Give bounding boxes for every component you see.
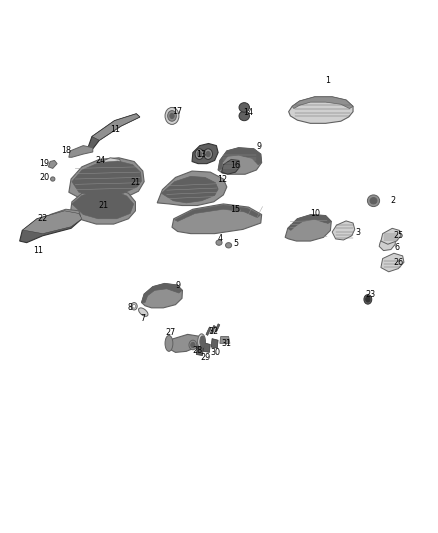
Ellipse shape [133, 304, 136, 308]
Text: 25: 25 [393, 231, 403, 240]
Polygon shape [48, 160, 57, 168]
Polygon shape [206, 327, 211, 335]
Text: 9: 9 [175, 280, 180, 289]
Polygon shape [332, 221, 355, 240]
Ellipse shape [191, 342, 195, 348]
Polygon shape [72, 191, 134, 219]
Polygon shape [92, 114, 140, 140]
Text: 6: 6 [395, 244, 400, 253]
Text: 9: 9 [257, 142, 261, 151]
Text: 10: 10 [310, 209, 320, 218]
Polygon shape [289, 97, 353, 123]
Polygon shape [22, 211, 82, 233]
Ellipse shape [204, 149, 212, 159]
Polygon shape [157, 171, 227, 206]
Ellipse shape [216, 240, 222, 245]
Ellipse shape [239, 103, 250, 112]
Text: 20: 20 [39, 173, 49, 182]
Text: 11: 11 [110, 125, 120, 134]
Text: 22: 22 [38, 214, 48, 223]
Polygon shape [381, 228, 401, 244]
Text: 21: 21 [131, 178, 141, 187]
Ellipse shape [239, 111, 250, 120]
Ellipse shape [197, 151, 201, 157]
Ellipse shape [138, 308, 148, 316]
Text: 7: 7 [140, 314, 145, 323]
Ellipse shape [366, 297, 370, 302]
Polygon shape [218, 148, 261, 174]
Polygon shape [72, 161, 141, 196]
Polygon shape [69, 158, 144, 200]
Text: 3: 3 [356, 228, 361, 237]
Polygon shape [215, 324, 220, 332]
Ellipse shape [195, 149, 204, 159]
Ellipse shape [165, 335, 173, 351]
Polygon shape [288, 215, 331, 230]
Polygon shape [69, 146, 93, 157]
Ellipse shape [198, 334, 205, 350]
Polygon shape [292, 97, 353, 109]
Text: 4: 4 [217, 235, 223, 244]
Polygon shape [172, 204, 261, 233]
Text: 24: 24 [95, 156, 106, 165]
Polygon shape [162, 176, 218, 203]
Text: 11: 11 [33, 246, 43, 255]
Text: 23: 23 [365, 289, 375, 298]
Ellipse shape [131, 303, 137, 310]
Polygon shape [141, 284, 182, 303]
Polygon shape [381, 253, 404, 272]
Text: 26: 26 [393, 258, 403, 266]
Polygon shape [169, 334, 201, 352]
Ellipse shape [370, 198, 377, 204]
Ellipse shape [200, 336, 205, 348]
Polygon shape [210, 325, 215, 334]
Text: 28: 28 [192, 346, 202, 355]
Polygon shape [48, 209, 81, 226]
Text: 31: 31 [222, 339, 232, 348]
Polygon shape [211, 338, 218, 348]
Text: 12: 12 [217, 174, 228, 183]
Polygon shape [379, 232, 395, 251]
Text: 18: 18 [61, 147, 71, 156]
Polygon shape [192, 143, 218, 164]
Text: 17: 17 [173, 107, 183, 116]
Polygon shape [196, 346, 203, 356]
Polygon shape [285, 215, 331, 241]
Polygon shape [20, 211, 82, 243]
Ellipse shape [189, 340, 197, 350]
Text: 14: 14 [244, 108, 254, 117]
Text: 27: 27 [165, 328, 175, 337]
Polygon shape [141, 284, 183, 308]
Ellipse shape [168, 111, 177, 121]
Text: 16: 16 [230, 161, 240, 170]
Text: 8: 8 [127, 303, 132, 312]
Polygon shape [175, 205, 260, 221]
Text: 29: 29 [200, 353, 210, 362]
Text: 13: 13 [196, 150, 206, 159]
Ellipse shape [165, 108, 179, 124]
Ellipse shape [226, 243, 232, 248]
Text: 30: 30 [211, 348, 220, 357]
Polygon shape [88, 114, 140, 149]
Ellipse shape [170, 114, 174, 118]
Ellipse shape [367, 195, 380, 207]
Text: 15: 15 [230, 205, 240, 214]
Text: 19: 19 [39, 159, 49, 167]
Text: 5: 5 [233, 239, 238, 248]
Polygon shape [220, 336, 230, 343]
Polygon shape [101, 158, 121, 169]
Text: 21: 21 [99, 201, 109, 210]
Polygon shape [218, 148, 261, 170]
Ellipse shape [364, 295, 372, 304]
Text: 32: 32 [209, 327, 219, 336]
Ellipse shape [50, 177, 55, 181]
Text: 1: 1 [325, 76, 330, 85]
Polygon shape [70, 188, 135, 224]
Polygon shape [222, 159, 240, 174]
Polygon shape [203, 343, 210, 352]
Ellipse shape [206, 151, 210, 157]
Text: 2: 2 [391, 196, 396, 205]
